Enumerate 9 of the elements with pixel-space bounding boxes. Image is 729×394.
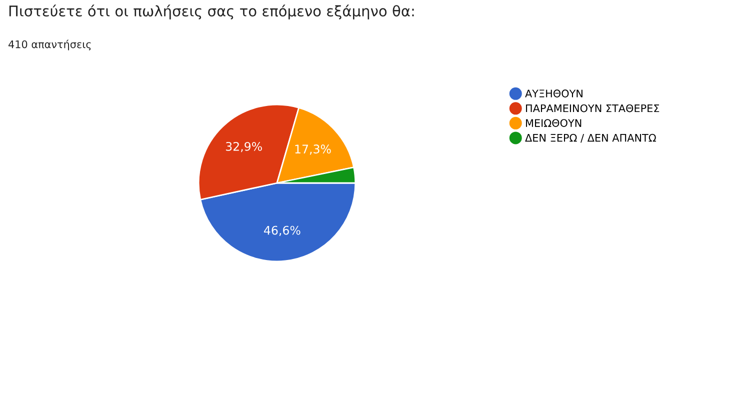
legend-label: ΑΥΞΗΘΟΥΝ bbox=[525, 90, 582, 98]
legend-label: ΜΕΙΩΘΟΥΝ bbox=[526, 119, 582, 127]
legend-label: ΠΑΡΑΜΕΙΝΟΥΝ ΣΤΑΘΕΡΕΣ bbox=[526, 104, 660, 112]
text: 410 απαντήσεις bbox=[8, 40, 91, 50]
data-label: 46,6% bbox=[264, 226, 300, 236]
legend-label: ΔΕΝ ΞΕΡΩ / ΔΕΝ ΑΠΑΝΤΩ bbox=[525, 134, 656, 143]
data-label: 17,3% bbox=[295, 144, 331, 155]
chart-title: Πιστεύετε ότι οι πωλήσεις σας το επόμενο εξάμηνο θα: bbox=[9, 4, 414, 20]
data-label: 32,9% bbox=[226, 142, 262, 152]
